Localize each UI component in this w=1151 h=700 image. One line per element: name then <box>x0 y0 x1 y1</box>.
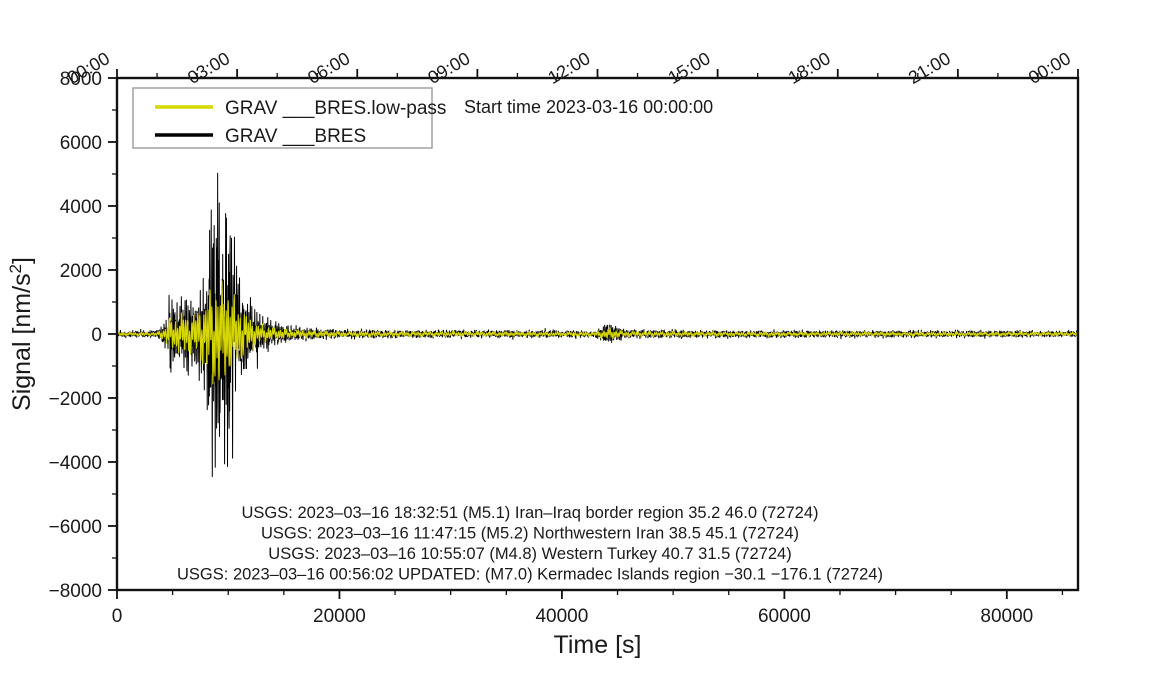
y-tick-label: 8000 <box>60 69 102 90</box>
waveform-lowpass <box>116 280 1079 385</box>
x-axis-title: Time [s] <box>554 631 642 659</box>
y-axis-title: Signal [nm/s2] <box>6 257 37 411</box>
usgs-annotation-line: USGS: 2023–03–16 11:47:15 (M5.2) Northwe… <box>261 525 799 543</box>
start-time-annotation: Start time 2023-03-16 00:00:00 <box>464 97 713 117</box>
usgs-annotation-line: USGS: 2023–03–16 10:55:07 (M4.8) Western… <box>268 545 791 563</box>
usgs-annotation-line: USGS: 2023–03–16 18:32:51 (M5.1) Iran–Ir… <box>242 504 819 522</box>
legend-box <box>132 87 433 149</box>
usgs-annotation-line: USGS: 2023–03–16 00:56:02 UPDATED: (M7.0… <box>177 566 883 584</box>
x-tick-label: 60000 <box>758 606 811 627</box>
y-tick-label: −8000 <box>49 581 102 602</box>
x-tick-label: 40000 <box>535 606 588 627</box>
y-tick-label: 0 <box>91 325 102 346</box>
x-tick-label: 0 <box>112 606 123 627</box>
y-tick-label: 2000 <box>60 261 102 282</box>
y-tick-label: 6000 <box>60 133 102 154</box>
x-tick-label: 20000 <box>313 606 366 627</box>
x-tick-label: 80000 <box>980 606 1033 627</box>
legend-label: GRAV ___BRES.low-pass <box>225 98 446 119</box>
y-tick-label: −6000 <box>49 517 102 538</box>
y-tick-label: −2000 <box>49 389 102 410</box>
y-tick-label: 4000 <box>60 197 102 218</box>
legend-label: GRAV ___BRES <box>225 126 366 147</box>
y-tick-label: −4000 <box>49 453 102 474</box>
